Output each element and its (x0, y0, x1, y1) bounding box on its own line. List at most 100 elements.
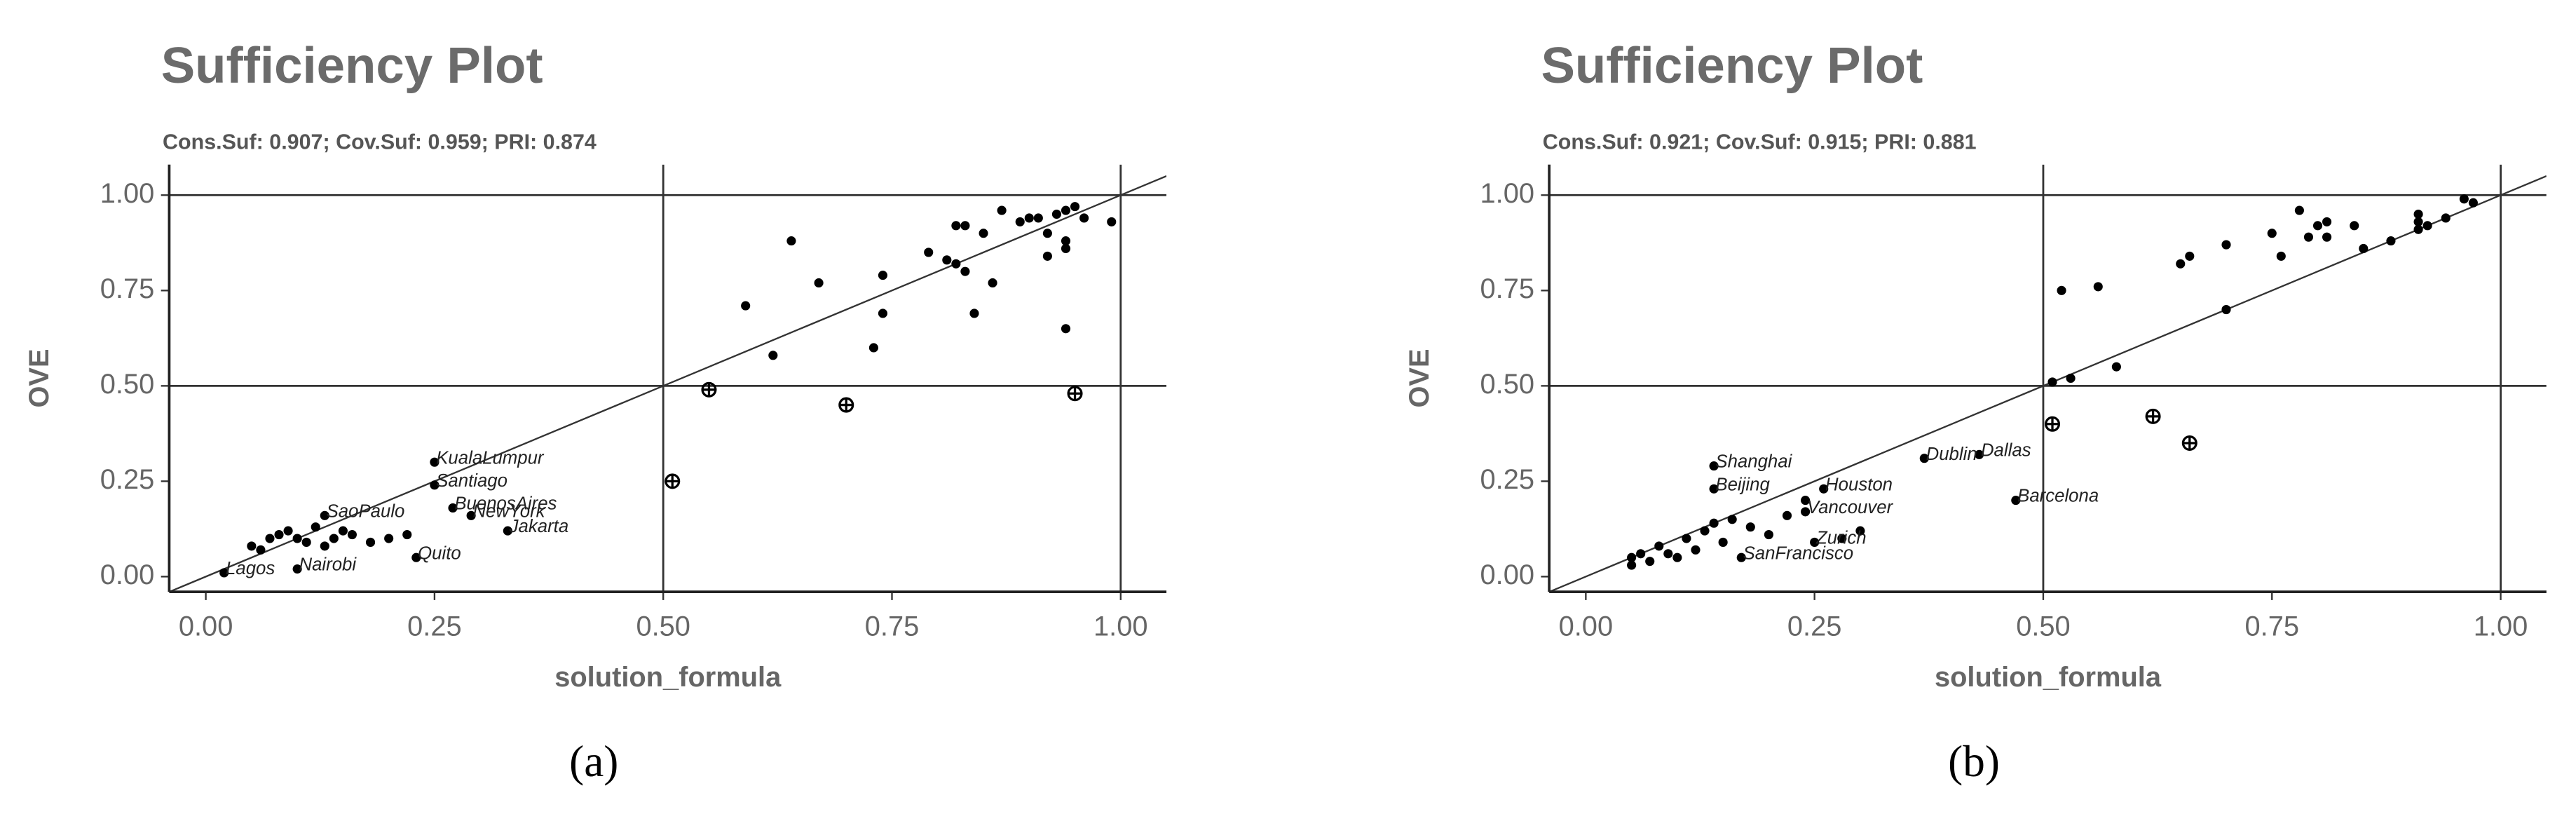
data-point (878, 308, 888, 318)
y-tick-label: 0.75 (1480, 273, 1535, 304)
data-point (960, 221, 970, 231)
data-point (1709, 484, 1719, 494)
y-axis-title: OVE (24, 348, 55, 407)
y-tick-label: 0.50 (1480, 369, 1535, 400)
data-point (814, 278, 824, 288)
data-point (283, 526, 293, 536)
deviant-point (1067, 386, 1083, 402)
x-tick-label: 0.25 (407, 611, 462, 642)
data-point (2413, 209, 2423, 219)
data-point (2322, 217, 2332, 226)
data-point (951, 221, 961, 231)
data-point (311, 522, 320, 532)
data-point (503, 526, 512, 536)
point-label: SanFrancisco (1743, 543, 1854, 563)
point-label: Shanghai (1715, 452, 1792, 472)
data-point (1042, 229, 1052, 238)
data-point (786, 236, 796, 246)
data-point (1079, 213, 1089, 223)
panel-caption: (b) (1948, 737, 2000, 786)
data-point (2011, 496, 2021, 506)
data-point (2386, 236, 2396, 246)
data-point (1801, 507, 1811, 517)
data-point (1654, 541, 1664, 551)
x-tick-label: 0.00 (179, 611, 233, 642)
x-tick-label: 1.00 (2474, 611, 2528, 642)
data-point (2322, 232, 2332, 242)
data-point (768, 351, 778, 360)
point-label: Zurich (1815, 529, 1867, 548)
data-point (1645, 557, 1655, 567)
data-point (338, 526, 348, 536)
data-point (1042, 251, 1052, 261)
point-label: BuenosAires (454, 494, 557, 514)
point-label: Quito (418, 543, 461, 563)
data-point (1782, 510, 1792, 520)
data-point (2350, 221, 2359, 231)
data-point (1682, 534, 1691, 543)
y-tick-label: 0.25 (100, 464, 155, 495)
data-point (741, 301, 751, 311)
data-point (1107, 217, 1117, 226)
chart-subtitle: Cons.Suf: 0.921; Cov.Suf: 0.915; PRI: 0.… (1543, 130, 1977, 154)
data-point (2312, 221, 2323, 231)
data-point (878, 271, 888, 280)
data-point (960, 266, 970, 276)
data-point (951, 259, 961, 269)
data-point (329, 534, 339, 543)
deviant-point (701, 381, 717, 398)
y-tick-label: 0.75 (100, 273, 155, 304)
y-tick-label: 0.25 (1480, 464, 1535, 495)
data-point (1801, 496, 1811, 506)
data-point (2413, 217, 2423, 226)
data-point (1015, 217, 1025, 226)
data-point (1810, 537, 1820, 548)
data-point (1855, 526, 1865, 536)
data-point (868, 343, 878, 353)
chart-title: Sufficiency Plot (161, 37, 543, 94)
data-point (1691, 545, 1701, 555)
data-point (265, 534, 275, 543)
data-point (2413, 224, 2423, 234)
data-point (320, 510, 329, 520)
data-point (1061, 236, 1071, 246)
diagonal-line (169, 175, 1167, 592)
chart-title: Sufficiency Plot (1541, 37, 1923, 94)
y-tick-label: 1.00 (1480, 178, 1535, 209)
data-point (1627, 560, 1637, 570)
data-point (924, 247, 934, 257)
data-point (1975, 449, 1984, 459)
point-label: Dublin (1926, 445, 1977, 464)
data-point (1672, 552, 1682, 562)
x-tick-label: 0.50 (2016, 611, 2071, 642)
data-point (2093, 282, 2103, 292)
data-point (1727, 515, 1737, 524)
data-point (1627, 552, 1637, 562)
point-label: Beijing (1715, 475, 1770, 494)
data-point (2267, 229, 2277, 238)
data-point (1051, 209, 1062, 219)
data-point (466, 510, 476, 520)
point-label: Nairobi (299, 555, 357, 575)
data-point (2276, 251, 2286, 261)
data-point (2441, 213, 2451, 223)
point-label: Dallas (1981, 440, 2031, 460)
x-tick-label: 1.00 (1093, 611, 1148, 642)
point-label: SaoPaulo (327, 501, 405, 521)
point-label: Vancouver (1807, 498, 1894, 517)
point-label: KualaLumpur (436, 448, 545, 468)
data-point (320, 541, 329, 551)
data-point (1700, 526, 1710, 536)
x-tick-label: 0.25 (1787, 611, 1842, 642)
x-tick-label: 0.50 (636, 611, 690, 642)
data-point (979, 229, 988, 238)
data-point (969, 308, 979, 318)
data-point (2066, 373, 2076, 384)
data-point (2422, 221, 2432, 231)
point-label: Barcelona (2017, 487, 2099, 506)
data-point (2185, 251, 2195, 261)
point-label: NewYork (472, 501, 545, 521)
x-tick-label: 0.00 (1559, 611, 1614, 642)
data-point (1033, 213, 1043, 223)
data-point (2221, 240, 2231, 250)
